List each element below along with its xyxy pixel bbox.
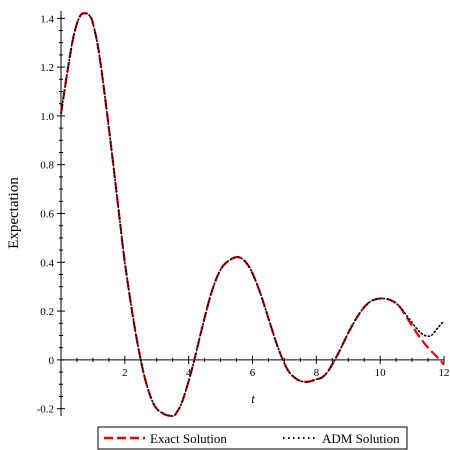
chart-ticks: 2 4 6 8 10 12 -0.2 0 0.2 0.4 0.6 0.8 1.0 1.2 1.4: [37, 13, 450, 415]
y-tick-label: 0: [49, 355, 55, 367]
y-axis-label: Expectation: [6, 177, 22, 249]
chart-series: [59, 12, 445, 418]
chart-axes: [60, 11, 444, 416]
series-line-adm-solution: [60, 12, 445, 417]
legend: Exact Solution ADM Solution: [97, 426, 408, 450]
y-tick-label: 0.2: [40, 306, 54, 318]
y-tick-label: 1.2: [40, 62, 54, 74]
x-tick-label: 4: [186, 367, 192, 379]
y-tick-label: 0.6: [40, 209, 54, 221]
y-tick-label: 0.4: [40, 257, 54, 269]
x-tick-label: 6: [250, 367, 256, 379]
x-tick-label: 10: [375, 367, 387, 379]
x-tick-label: 2: [122, 367, 128, 379]
y-tick-label: -0.2: [37, 404, 54, 416]
y-tick-label: 1.0: [40, 111, 54, 123]
legend-label-exact: Exact Solution: [150, 431, 227, 446]
legend-label-adm: ADM Solution: [322, 431, 400, 446]
x-axis-label: t: [251, 391, 255, 406]
y-tick-label: 1.4: [40, 13, 54, 25]
x-tick-label: 12: [439, 367, 450, 379]
y-tick-label: 0.8: [40, 160, 54, 172]
x-tick-label: 8: [314, 367, 320, 379]
legend-box: [97, 426, 408, 450]
